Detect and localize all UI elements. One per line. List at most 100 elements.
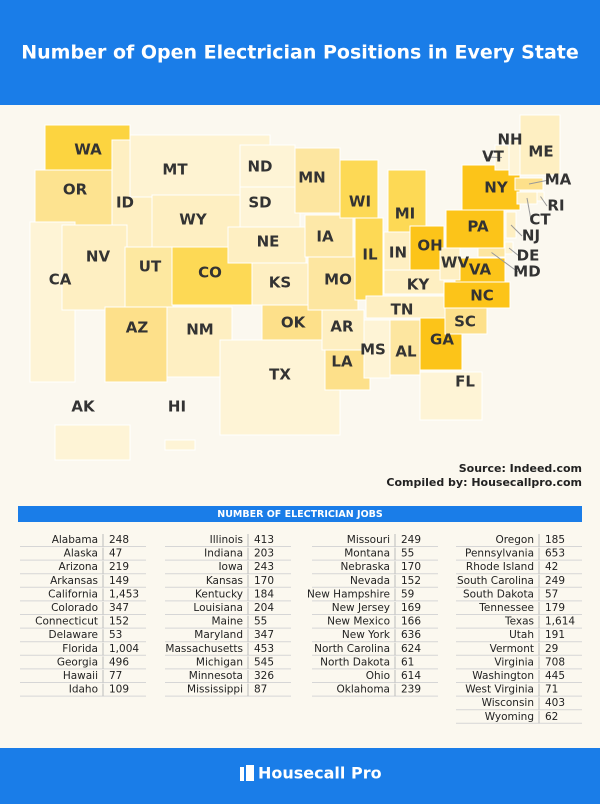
state-label: AR <box>330 318 354 336</box>
state-name: New Mexico <box>327 616 390 628</box>
state-name: Oklahoma <box>337 684 390 696</box>
state-name: New Hampshire <box>307 588 390 600</box>
state-name: Wyoming <box>485 711 534 723</box>
state-name: California <box>48 588 98 600</box>
state-shape <box>304 214 354 258</box>
job-count: 87 <box>254 684 267 696</box>
state-label: CA <box>49 271 72 289</box>
state-shape <box>409 225 445 271</box>
job-count: 170 <box>254 575 274 587</box>
job-count: 29 <box>545 643 558 655</box>
state-name: Michigan <box>196 656 243 668</box>
state-label: SC <box>454 313 476 331</box>
leader-line <box>491 252 519 273</box>
job-count: 53 <box>109 629 122 641</box>
state-label: AL <box>395 343 417 361</box>
state-label: MN <box>298 169 325 187</box>
state-shape <box>444 307 488 335</box>
job-count: 347 <box>254 629 274 641</box>
job-count: 248 <box>109 534 129 546</box>
job-count: 204 <box>254 602 274 614</box>
job-count: 203 <box>254 548 274 560</box>
state-shape <box>389 319 421 376</box>
state-name: Montana <box>344 548 390 560</box>
state-label: ID <box>116 194 134 212</box>
state-shape <box>383 269 445 295</box>
state-label: ME <box>528 143 553 161</box>
job-count: 326 <box>254 670 274 682</box>
state-label: WY <box>179 211 208 229</box>
leader-line <box>510 224 523 237</box>
state-name: South Dakota <box>463 588 534 600</box>
state-shape <box>219 339 341 436</box>
job-count: 403 <box>545 697 565 709</box>
table-header-bar <box>18 506 582 522</box>
state-name: Ohio <box>366 670 390 682</box>
state-name: Kansas <box>206 575 243 587</box>
state-name: West Virginia <box>465 684 534 696</box>
state-label: NJ <box>522 227 540 245</box>
state-name: Maryland <box>194 629 243 641</box>
footer-band <box>0 748 600 804</box>
job-count: 636 <box>401 629 421 641</box>
state-label: HI <box>168 398 186 416</box>
state-label: KY <box>407 276 431 294</box>
state-name: Tennessee <box>478 602 534 614</box>
leader-line <box>540 196 548 207</box>
job-count: 166 <box>401 616 421 628</box>
job-count: 169 <box>401 602 421 614</box>
job-count: 413 <box>254 534 274 546</box>
state-label: NH <box>497 131 522 149</box>
state-label: NY <box>484 179 509 197</box>
job-count: 1,453 <box>109 588 139 600</box>
state-name: North Carolina <box>314 643 390 655</box>
state-name: Illinois <box>210 534 243 546</box>
state-label: AZ <box>126 319 149 337</box>
state-name: Oregon <box>495 534 534 546</box>
job-count: 57 <box>545 588 558 600</box>
state-name: Colorado <box>51 602 98 614</box>
leader-line <box>508 247 520 257</box>
state-shape <box>239 186 301 228</box>
state-name: Louisiana <box>193 602 243 614</box>
job-count: 191 <box>545 629 565 641</box>
state-name: Mississippi <box>187 684 243 696</box>
state-label: WV <box>441 254 470 272</box>
leader-line <box>526 197 532 221</box>
state-name: New Jersey <box>332 602 390 614</box>
state-name: Connecticut <box>35 616 98 628</box>
job-count: 1,614 <box>545 616 575 628</box>
state-label: NV <box>86 248 111 266</box>
state-name: Texas <box>504 616 534 628</box>
brand: Housecall Pro <box>258 764 382 783</box>
state-name: Massachusetts <box>165 643 243 655</box>
state-label: VA <box>469 261 492 279</box>
state-shape <box>227 226 307 264</box>
job-count: 239 <box>401 684 421 696</box>
job-count: 71 <box>545 684 558 696</box>
state-label: CT <box>529 211 551 229</box>
leader-line <box>528 179 550 185</box>
job-count: 184 <box>254 588 274 600</box>
job-count: 152 <box>109 616 129 628</box>
job-count: 249 <box>545 575 565 587</box>
state-name: Rhode Island <box>466 561 534 573</box>
state-name: Georgia <box>57 656 98 668</box>
table: Alabama 248 Alaska 47 Arizona 219 Arkansas 149 C… <box>20 534 582 724</box>
state-shape <box>354 217 384 301</box>
job-count: 179 <box>545 602 565 614</box>
state-shape <box>294 147 341 214</box>
state-label: LA <box>331 353 353 371</box>
state-label: ND <box>247 158 272 176</box>
state-label: SD <box>248 194 271 212</box>
state-shape <box>339 159 379 219</box>
state-name: New York <box>342 629 391 641</box>
state-label: MI <box>395 205 416 223</box>
state-shape <box>454 257 506 283</box>
state-label: IN <box>389 244 407 262</box>
state-shape <box>61 224 128 311</box>
state-name: Hawaii <box>63 670 98 682</box>
title: Number of Open Electrician Positions in … <box>21 42 579 64</box>
job-count: 42 <box>545 561 558 573</box>
